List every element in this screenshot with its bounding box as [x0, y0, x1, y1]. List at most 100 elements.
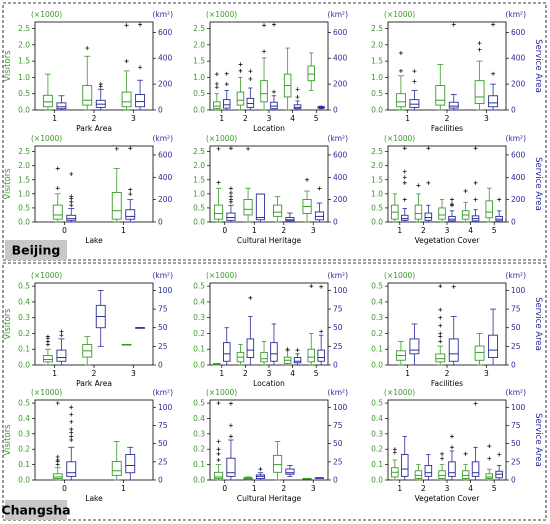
y-right-tick-label: 600	[511, 28, 526, 37]
changsha-city-label: Changsha	[1, 503, 70, 518]
outlier-marker	[85, 46, 90, 51]
chart-panel-11: 0.0 0.1 0.2 0.3 0.4 0.5 0 25 50 75 100 (×1000) (km²)…	[193, 388, 348, 503]
y-right-tick-label: 25	[158, 457, 168, 466]
outlier-marker	[319, 329, 324, 334]
y-right-unit-label: (km²)	[327, 388, 348, 397]
service-area-box	[424, 212, 433, 221]
x-tick-label: 1	[252, 484, 257, 493]
x-tick-label: 0	[222, 226, 227, 235]
x-axis-title: Location	[253, 379, 285, 388]
visitors-box	[52, 204, 63, 220]
visitors-box	[42, 355, 53, 363]
outlier-marker	[55, 186, 60, 191]
y-right-tick-label: 100	[511, 286, 526, 295]
service-area-box	[255, 193, 266, 221]
x-axis-title: Location	[253, 124, 285, 133]
y-left-tick-label: 1.5	[18, 175, 30, 184]
y-right-tick-label: 100	[511, 403, 526, 412]
y-right-unit-label: (km²)	[152, 388, 173, 397]
outlier-marker	[262, 49, 267, 54]
chart-panel-10: 0.0 0.1 0.2 0.3 0.4 0.5 0 25 50 75 100 (×1000) (km²)…	[3, 388, 173, 503]
y-left-tick-label: 0.2	[371, 445, 383, 454]
y-right-tick-label: 400	[333, 54, 348, 63]
outlier-marker	[45, 334, 50, 339]
outlier-marker	[438, 315, 443, 320]
outlier-marker	[449, 197, 454, 202]
y-right-tick-label: 0	[158, 218, 163, 227]
outlier-marker	[412, 69, 417, 74]
y-left-tick-label: 0.5	[18, 203, 30, 212]
y-right-tick-label: 400	[511, 173, 526, 182]
y-left-tick-label: 0.4	[371, 297, 383, 306]
y-right-tick-label: 100	[158, 286, 173, 295]
x-axis-title: Facilities	[431, 379, 463, 388]
y-right-tick-label: 400	[158, 54, 173, 63]
y-left-tick-label: 2.5	[371, 24, 383, 33]
x-axis-title: Cultural Heritage	[237, 236, 302, 245]
x-tick-label: 0	[222, 484, 227, 493]
y-left-tick-label: 0.5	[193, 203, 205, 212]
y-left-unit-label: (×1000)	[31, 134, 62, 143]
outlier-marker	[438, 339, 443, 344]
outlier-marker	[262, 23, 267, 28]
chart-panel-2: 0.0 0.5 1.0 1.5 2.0 2.5 0 200 400 600 (×1000) (km²)…	[193, 10, 348, 133]
chart-panel-4: 0.0 0.5 1.0 1.5 2.0 2.5 0 200 400 600 (×1000) (km²)…	[3, 134, 173, 245]
y-left-tick-label: 0.0	[371, 106, 383, 115]
visitors-box	[438, 470, 446, 479]
y-left-tick-label: 0.0	[371, 476, 383, 485]
outlier-marker	[497, 197, 502, 202]
outlier-marker	[228, 197, 233, 202]
y-right-tick-label: 50	[158, 439, 168, 448]
y-left-tick-label: 1.0	[193, 189, 205, 198]
outlier-marker	[491, 22, 496, 27]
x-tick-label: 1	[52, 369, 57, 378]
outlier-marker	[248, 69, 253, 74]
outlier-marker	[398, 50, 403, 55]
y-left-tick-label: 2.5	[193, 147, 205, 156]
outlier-marker	[402, 180, 407, 185]
y-right-tick-label: 600	[333, 28, 348, 37]
y-left-tick-label: 2.0	[371, 161, 383, 170]
x-tick-label: 0	[62, 226, 67, 235]
y-left-tick-label: 0.3	[371, 429, 383, 438]
outlier-marker	[128, 192, 133, 197]
y-right-unit-label: (km²)	[152, 134, 173, 143]
service-area-box	[317, 349, 325, 362]
y-right-tick-label: 25	[333, 457, 343, 466]
y-left-tick-label: 0.3	[371, 313, 383, 322]
service-area-box	[401, 214, 409, 221]
visitors-box	[474, 80, 485, 104]
outlier-marker	[248, 76, 253, 81]
outlier-marker	[491, 71, 496, 76]
y-left-tick-label: 0.4	[371, 414, 383, 423]
outlier-marker	[216, 439, 221, 444]
visitors-box	[414, 470, 423, 479]
visitors-box	[307, 348, 315, 363]
visitors-box	[272, 454, 283, 473]
y-right-tick-label: 75	[511, 305, 521, 314]
y-left-unit-label: (×1000)	[384, 10, 415, 19]
y-left-tick-label: 2.0	[193, 161, 205, 170]
plot-frame	[209, 399, 329, 481]
outlier-marker	[463, 189, 468, 194]
y-left-tick-label: 0.1	[193, 460, 205, 469]
y-right-tick-label: 600	[511, 150, 526, 159]
plot-frame	[34, 145, 154, 223]
y-right-tick-label: 0	[158, 106, 163, 115]
outlier-marker	[114, 146, 119, 151]
y-left-tick-label: 0.4	[193, 297, 205, 306]
y-left-unit-label: (×1000)	[384, 134, 415, 143]
x-tick-label: 3	[484, 114, 489, 123]
y-left-unit-label: (×1000)	[206, 10, 237, 19]
visitors-box	[485, 473, 493, 479]
x-tick-label: 3	[311, 484, 316, 493]
y-left-unit-label: (×1000)	[206, 134, 237, 143]
outlier-marker	[473, 401, 478, 406]
outlier-marker	[319, 284, 324, 289]
y-left-unit-label: (×1000)	[206, 271, 237, 280]
outlier-marker	[98, 82, 103, 87]
outlier-marker	[214, 81, 219, 86]
y-right-tick-label: 200	[158, 80, 173, 89]
outlier-marker	[69, 203, 74, 208]
y-right-tick-label: 400	[333, 173, 348, 182]
